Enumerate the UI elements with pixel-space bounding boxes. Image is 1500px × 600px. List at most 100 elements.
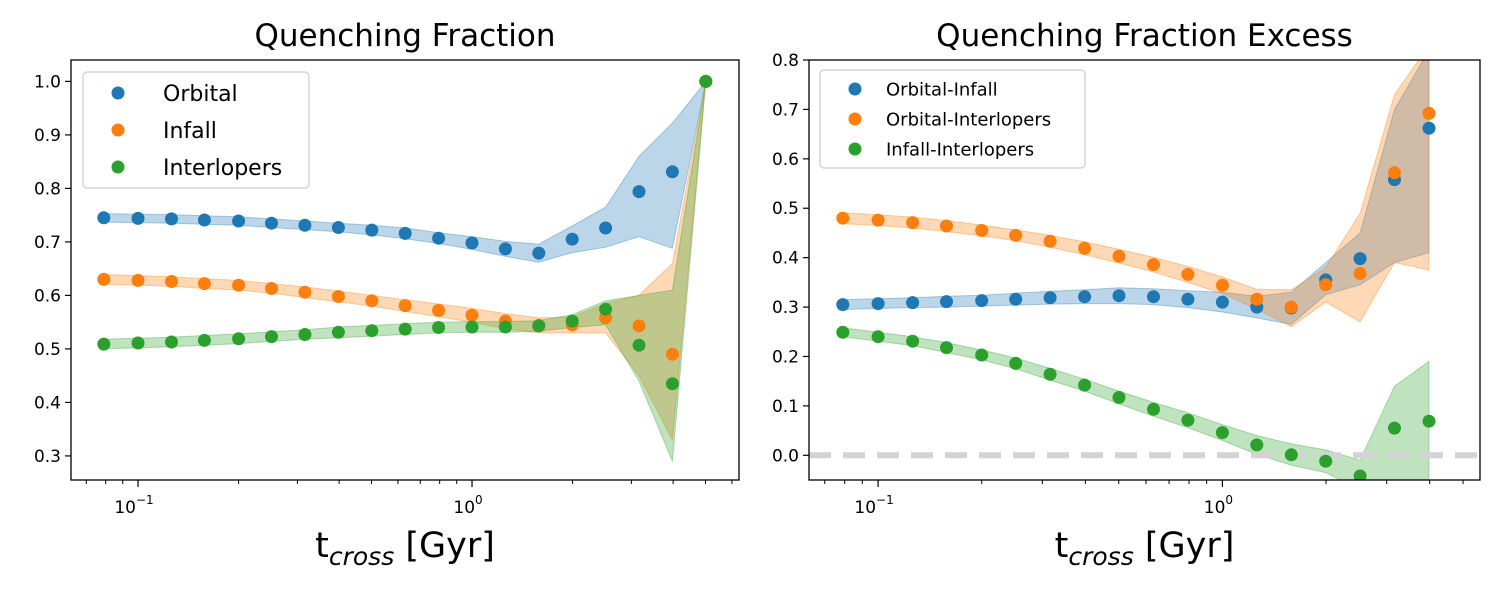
band-orbital [103,81,707,263]
point-interlopers [565,314,579,328]
point-orbital [432,231,446,245]
y-tick-label: 0.3 [772,298,799,318]
y-tick-label: 0.6 [772,150,799,170]
x-axis-label-subscript: cross [1068,542,1133,571]
x-tick-exponent: 0 [1225,493,1233,507]
point-infall [232,278,246,292]
point-orbital-interlopers [1009,228,1023,242]
point-orbital-interlopers [1147,258,1160,272]
y-tick-label: 0.8 [772,51,799,71]
point-interlopers [165,335,178,349]
x-tick-exponent: −1 [136,493,154,507]
point-interlopers [97,337,111,351]
point-orbital-interlopers [1112,249,1126,263]
point-infall-interlopers [836,325,850,339]
point-infall-interlopers [1009,356,1023,370]
point-infall-interlopers [940,341,953,355]
legend-marker-orbital-infall [848,82,862,96]
point-orbital-infall [1181,292,1195,306]
point-interlopers [131,336,145,350]
point-orbital [232,214,246,228]
point-orbital [398,226,412,240]
chart-title: Quenching Fraction Excess [936,18,1353,54]
x-tick-exponent: −1 [876,493,894,507]
legend-label-orbital: Orbital [163,82,238,107]
plot-area [97,74,713,462]
legend-box [82,71,310,189]
point-infall-interlopers [1078,378,1092,392]
point-infall [265,282,278,295]
point-interlopers [498,320,512,334]
point-orbital [331,221,345,234]
y-tick-label: 0.5 [772,199,799,219]
point-orbital-infall [1353,252,1367,266]
point-infall-interlopers [1043,367,1057,381]
point-orbital [498,242,512,256]
point-interlopers [197,333,211,347]
x-axis-label-unit: [Gyr] [394,526,495,566]
x-tick-base: 10 [114,498,136,518]
point-orbital-infall [836,298,850,312]
point-orbital-interlopers [1353,267,1367,280]
point-infall [331,290,345,303]
point-orbital-infall [1215,295,1229,309]
axes-frame [70,59,740,481]
point-interlopers [365,324,379,338]
point-infall [165,275,178,288]
point-infall-interlopers [1112,391,1126,404]
legend-marker-interlopers [111,160,125,174]
point-orbital [665,165,679,179]
y-tick-label: 0.4 [34,393,61,413]
point-infall-interlopers [1388,421,1401,435]
point-infall-interlopers [1250,438,1264,452]
x-tick-base: 10 [453,498,475,518]
x-tick-label: 10−1 [114,493,153,518]
legend-marker-infall [111,123,125,137]
point-orbital-infall [871,297,885,311]
x-tick-base: 10 [854,498,876,518]
point-infall [465,308,479,322]
y-tick-label: 0.3 [34,447,61,467]
y-tick-label: 0.0 [772,446,799,466]
point-orbital-interlopers [1043,234,1057,248]
point-infall-interlopers [1215,426,1229,440]
point-interlopers [465,320,479,334]
x-tick-exponent: 0 [475,493,483,507]
x-axis-label-main: t [315,526,329,566]
point-orbital [165,212,178,226]
x-tick-base: 10 [1204,498,1226,518]
point-infall [131,273,145,287]
point-orbital-infall [1147,290,1160,304]
x-tick-label: 100 [1204,493,1233,518]
point-orbital [298,218,312,232]
point-orbital [97,211,111,225]
y-tick-label: 1.0 [34,72,61,92]
point-infall [365,294,379,308]
y-tick-label: 0.4 [772,249,799,269]
x-tick-label: 100 [453,493,482,518]
point-orbital [365,223,379,237]
legend-label-infall: Infall [163,119,217,144]
point-orbital-infall [1078,290,1092,304]
point-orbital-infall [1009,292,1023,306]
point-infall-interlopers [871,330,885,344]
x-axis-label: tcross [Gyr] [1055,526,1235,571]
point-interlopers [632,338,646,352]
point-interlopers [398,322,412,336]
legend-label-interlopers: Interlopers [163,156,282,181]
point-interlopers [432,321,446,334]
x-axis-label-main: t [1055,526,1069,566]
point-orbital [465,236,479,250]
legend-label-infall-interlopers: Infall-Interlopers [886,139,1034,160]
point-interlopers [599,302,613,316]
point-orbital [131,211,145,225]
legend-label-orbital-interlopers: Orbital-Interlopers [886,109,1051,130]
quenching-fraction-panel: 0.30.40.50.60.70.80.91.010−1 100Quenching… [34,18,740,571]
point-interlopers [532,319,546,333]
point-orbital-interlopers [975,224,989,237]
axes-frame [808,59,1481,481]
legend-label-orbital-infall: Orbital-Infall [886,79,998,100]
quenching-fraction-excess-panel: 0.00.10.20.30.40.50.60.70.810−1 100Quench… [772,18,1481,571]
point-interlopers [298,328,312,341]
